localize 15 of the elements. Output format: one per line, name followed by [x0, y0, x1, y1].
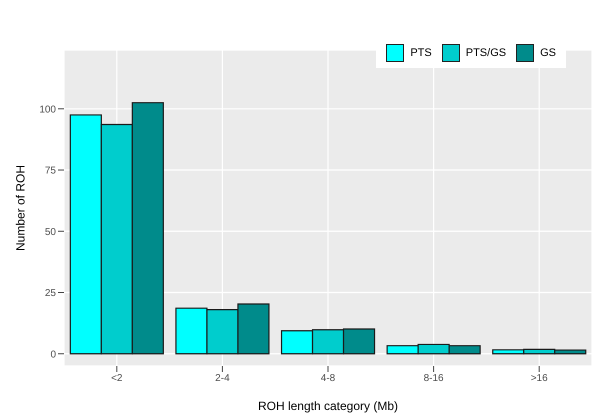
legend-label: PTS/GS [466, 47, 506, 59]
legend-label: PTS [410, 47, 432, 59]
y-tick-label: 0 [50, 349, 56, 360]
y-tick-label: 75 [44, 166, 56, 177]
x-axis-title: ROH length category (Mb) [258, 399, 398, 413]
y-tick-label: 100 [39, 104, 56, 116]
y-axis-title: Number of ROH [13, 164, 28, 252]
x-tick-label: 2-4 [215, 373, 230, 384]
x-tick-label: <2 [111, 373, 123, 384]
y-tick-label: 25 [44, 288, 56, 300]
y-tick-label: 50 [44, 226, 56, 238]
x-tick-label: 4-8 [320, 373, 336, 384]
legend-label: GS [540, 47, 556, 59]
x-tick-label: >16 [530, 373, 548, 384]
x-tick-label: 8-16 [424, 373, 444, 384]
